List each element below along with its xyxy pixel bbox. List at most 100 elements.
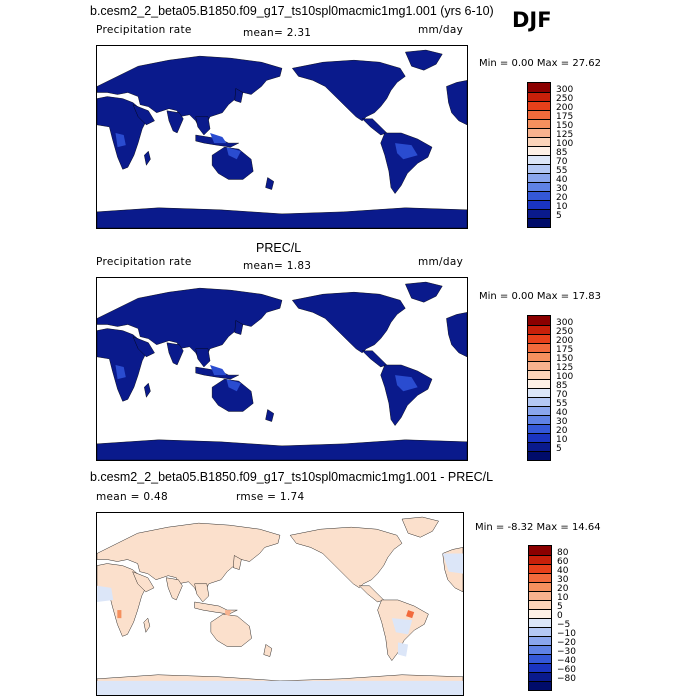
world-map-svg (97, 278, 467, 460)
field-patch (210, 132, 227, 144)
colorbar-tick-label: 250 (556, 327, 574, 337)
colorbar-tick-label: −20 (557, 638, 576, 648)
land-mass (211, 146, 254, 180)
colorbar-swatch (529, 564, 551, 573)
colorbar-swatch (528, 442, 550, 451)
colorbar-tick-label: −80 (557, 674, 576, 684)
colorbar-tick-label: 70 (556, 390, 568, 400)
colorbar-tick-label: 30 (556, 184, 568, 194)
panel2-colorbar (527, 315, 551, 461)
colorbar-swatch (528, 218, 550, 227)
panel3-map (96, 512, 464, 696)
colorbar-swatch (528, 424, 550, 433)
colorbar-tick-label: 5 (556, 211, 562, 221)
panel1-colorbar (527, 82, 551, 228)
field-patch (210, 364, 227, 376)
colorbar-tick-label: 200 (556, 103, 574, 113)
colorbar-tick-label: 30 (556, 417, 568, 427)
panel2-map (96, 277, 468, 461)
land-mass (132, 104, 155, 126)
land-mass (211, 378, 254, 412)
colorbar-tick-label: 10 (557, 593, 569, 603)
world-map-svg (97, 46, 467, 228)
land-mass (144, 150, 151, 166)
colorbar-swatch (529, 546, 551, 555)
panel1-map (96, 45, 468, 229)
land-mass (446, 312, 467, 358)
field-patch (97, 585, 114, 602)
colorbar-swatch (529, 672, 551, 681)
panel3-minmax: Min = -8.32 Max = 14.64 (475, 522, 601, 533)
colorbar-swatch (528, 433, 550, 442)
colorbar-tick-label: 60 (557, 557, 569, 567)
land-mass (263, 644, 273, 657)
colorbar-tick-label: 5 (557, 602, 563, 612)
colorbar-swatch (528, 397, 550, 406)
land-mass (405, 281, 443, 303)
colorbar-swatch (529, 555, 551, 564)
panel2-units: mm/day (418, 256, 464, 268)
colorbar-swatch (528, 119, 550, 128)
colorbar-tick-label: 250 (556, 94, 574, 104)
land-mass (265, 177, 275, 190)
land-mass (194, 583, 210, 603)
panel3-colorbar (528, 545, 552, 691)
field-patch (391, 618, 413, 635)
colorbar-swatch (528, 191, 550, 200)
land-mass (405, 49, 443, 71)
colorbar-tick-label: 5 (556, 444, 562, 454)
land-mass (291, 59, 406, 122)
field-patch (395, 143, 418, 160)
panel3-mean: mean = 0.48 (96, 491, 168, 503)
colorbar-tick-label: 150 (556, 121, 574, 131)
colorbar-swatch (528, 325, 550, 334)
panel1-title: b.cesm2_2_beta05.B1850.f09_g17_ts10spl0m… (90, 4, 494, 18)
colorbar-swatch (528, 406, 550, 415)
colorbar-tick-label: 40 (556, 175, 568, 185)
field-patch (115, 364, 126, 380)
colorbar-swatch (528, 200, 550, 209)
panel1-units: mm/day (418, 24, 464, 36)
colorbar-swatch (529, 582, 551, 591)
land-mass (291, 291, 406, 354)
land-mass (97, 287, 283, 362)
panel3-rmse: rmse = 1.74 (236, 491, 305, 503)
colorbar-swatch (528, 173, 550, 182)
colorbar-swatch (528, 209, 550, 218)
colorbar-swatch (528, 101, 550, 110)
colorbar-swatch (529, 591, 551, 600)
colorbar-tick-label: 300 (556, 318, 574, 328)
field-patch (406, 610, 415, 619)
land-mass (265, 409, 275, 422)
panel1-field-label: Precipitation rate (96, 24, 192, 36)
colorbar-swatch (528, 352, 550, 361)
colorbar-tick-label: 100 (556, 372, 574, 382)
land-mass (97, 328, 149, 402)
land-mass (446, 80, 467, 126)
colorbar-tick-label: 40 (557, 566, 569, 576)
field-patch (117, 610, 122, 619)
colorbar-tick-label: 300 (556, 85, 574, 95)
field-patch (97, 680, 463, 695)
land-mass (380, 364, 433, 426)
land-mass (166, 342, 184, 366)
land-mass (132, 571, 155, 593)
colorbar-tick-label: 30 (557, 575, 569, 585)
land-mass (234, 320, 244, 335)
land-mass (97, 522, 281, 597)
land-mass (143, 617, 151, 633)
world-map-svg (97, 513, 463, 695)
land-mass (289, 526, 403, 589)
colorbar-swatch (528, 146, 550, 155)
panel2-title: PREC/L (256, 241, 302, 255)
colorbar-swatch (528, 83, 550, 92)
land-mass (210, 613, 252, 647)
field-patch (225, 610, 232, 617)
colorbar-swatch (528, 316, 550, 325)
colorbar-tick-label: 150 (556, 354, 574, 364)
colorbar-swatch (528, 415, 550, 424)
colorbar-swatch (529, 681, 551, 690)
colorbar-swatch (528, 92, 550, 101)
panel1-mean: mean= 2.31 (243, 27, 312, 39)
colorbar-swatch (529, 663, 551, 672)
